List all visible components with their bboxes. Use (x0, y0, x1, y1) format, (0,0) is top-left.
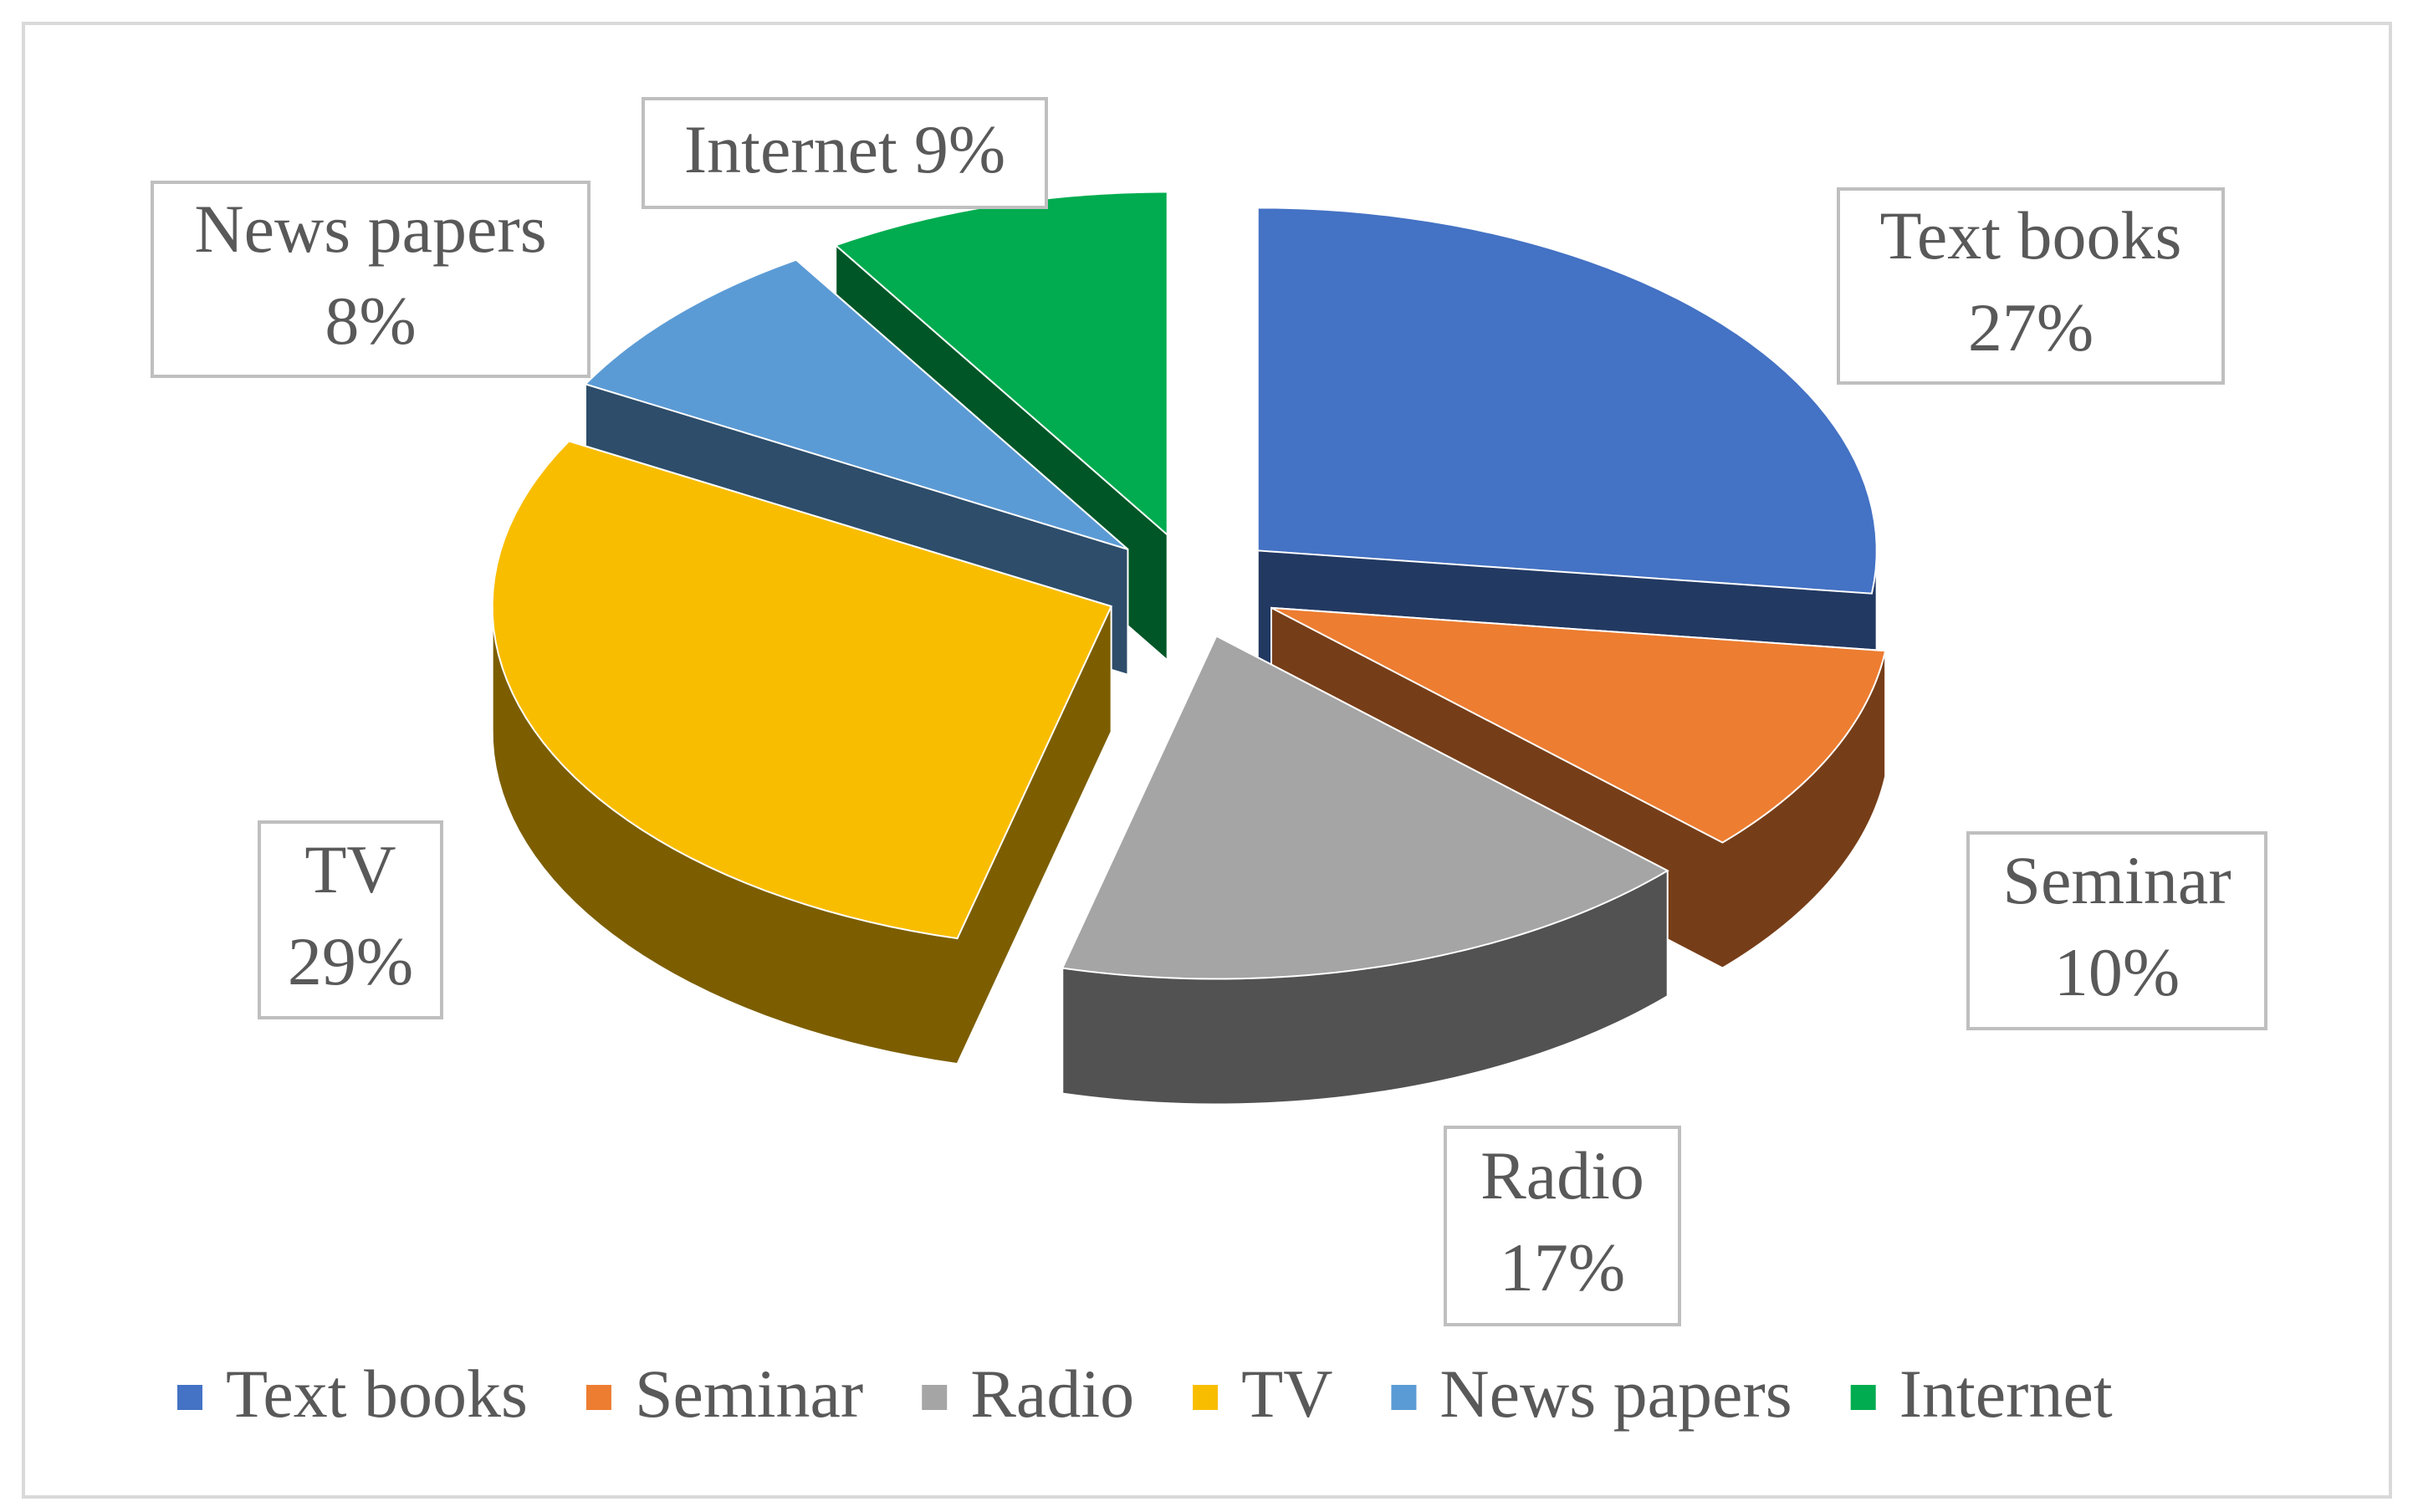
slice-top (1270, 606, 1887, 844)
legend-swatch (585, 1385, 611, 1410)
slice (491, 440, 1113, 1065)
slice-top (1061, 635, 1669, 980)
data-label-name: News papers (194, 191, 546, 267)
legend-swatch (177, 1385, 202, 1410)
legend-label: News papers (1439, 1356, 1792, 1432)
legend-label: Text books (226, 1356, 528, 1432)
data-label-box (1837, 187, 2225, 385)
slice (1256, 207, 1878, 720)
slice (1270, 606, 1887, 969)
data-label-name: Text books (1880, 197, 2182, 273)
data-label-value: 8% (325, 283, 416, 359)
data-label: Internet 9% (684, 111, 1005, 187)
legend-label: TV (1241, 1356, 1332, 1432)
data-label-value: 17% (1500, 1229, 1625, 1305)
slice-top (584, 258, 1129, 550)
data-label-value: 10% (2054, 934, 2180, 1010)
data-label-box (258, 820, 443, 1019)
data-label-name: Seminar (2002, 842, 2231, 918)
legend-swatch (922, 1385, 948, 1410)
slice-top (491, 440, 1113, 940)
data-label-value: 27% (1968, 289, 2093, 365)
legend-label: Radio (970, 1356, 1134, 1432)
legend-swatch (1193, 1385, 1219, 1410)
data-label-box (642, 97, 1048, 209)
data-label-value: 9% (914, 111, 1005, 187)
legend-label: Seminar (635, 1356, 863, 1432)
data-label-value: 29% (288, 923, 413, 999)
legend-swatch (1850, 1385, 1876, 1410)
legend-swatch (1391, 1385, 1417, 1410)
data-label-box (151, 181, 590, 378)
data-label-name: TV (304, 831, 396, 907)
data-label-name: Radio (1480, 1137, 1644, 1213)
legend-label: Internet (1899, 1356, 2113, 1432)
data-label-box (1444, 1126, 1681, 1326)
data-label-name: Internet (684, 111, 897, 187)
slice (1061, 635, 1669, 1106)
slice-top (1256, 207, 1878, 595)
data-label-box (1966, 831, 2267, 1030)
